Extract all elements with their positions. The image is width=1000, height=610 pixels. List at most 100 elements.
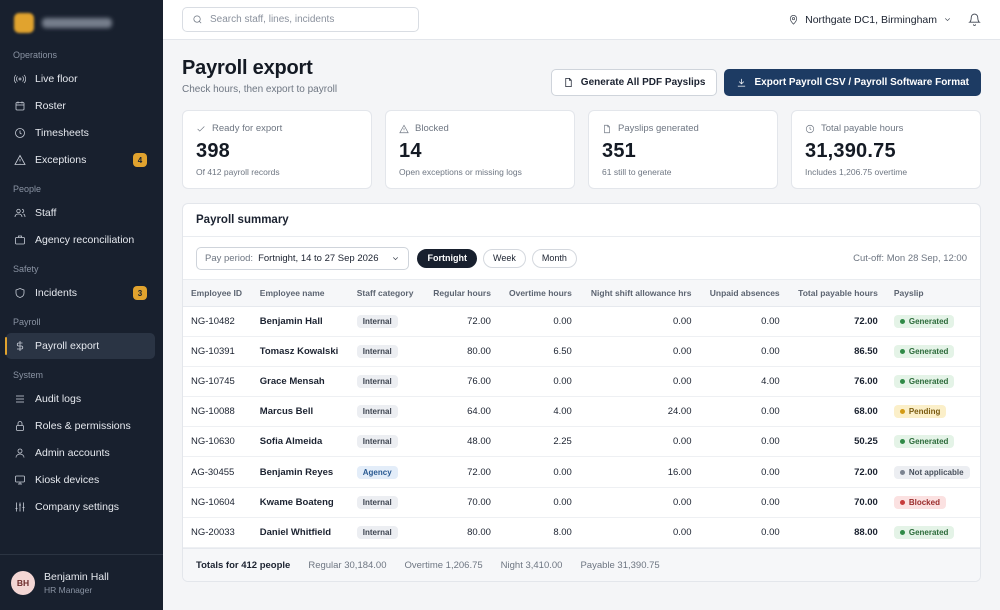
unpaid-absences: 4.00: [699, 366, 788, 398]
staff-category-badge: Internal: [356, 344, 398, 358]
panel-title: Payroll summary: [183, 204, 980, 237]
sidebar-item-incidents[interactable]: Incidents 3: [6, 280, 155, 306]
staff-category-cell: Agency: [348, 456, 424, 488]
staff-category-cell: Internal: [348, 396, 424, 428]
column-header-regular-hours[interactable]: Regular hours: [423, 280, 499, 307]
staff-category-cell: Internal: [348, 487, 424, 518]
table-row[interactable]: NG-10745 Grace Mensah Internal 76.00 0.00 0.0…: [183, 366, 980, 398]
table-row[interactable]: NG-10088 Marcus Bell Internal 64.00 4.00 24.0…: [183, 396, 980, 428]
total-payable-hours: 88.00: [787, 517, 886, 549]
avatar: BH: [11, 570, 35, 595]
chevron-down-icon: [945, 18, 950, 22]
period-chip-week[interactable]: Week: [482, 248, 526, 268]
regular-hours: 72.00: [423, 306, 499, 337]
count-badge: 4: [133, 153, 147, 167]
pay-period-value: Fortnight, 14 to 27 Sep 2026: [258, 252, 379, 264]
user-icon: [15, 448, 25, 458]
sidebar-item-roster[interactable]: Roster: [6, 93, 155, 119]
sidebar-item-exceptions[interactable]: Exceptions 4: [6, 147, 155, 173]
sidebar-item-label: Roles & permissions: [35, 420, 131, 432]
staff-category-badge: Internal: [356, 374, 398, 388]
total-payable-hours: 76.00: [787, 366, 886, 398]
overtime-hours: 0.00: [498, 487, 580, 518]
brand-logo: [14, 13, 34, 33]
column-header-employee-id[interactable]: Employee ID: [183, 280, 252, 307]
totals-night: Night 3,410.00: [500, 560, 563, 571]
payslip-cell: Blocked: [885, 487, 980, 518]
sidebar-item-label: Staff: [35, 207, 57, 219]
sidebar-item-roles-and-permissions[interactable]: Roles & permissions: [6, 413, 155, 439]
user-profile[interactable]: BH Benjamin Hall HR Manager: [0, 554, 163, 610]
search-input[interactable]: Search staff, lines, incidents: [182, 7, 419, 32]
regular-hours: 80.00: [423, 517, 499, 549]
pay-period-select[interactable]: Pay period: Fortnight, 14 to 27 Sep 2026: [196, 246, 410, 270]
sidebar-item-staff[interactable]: Staff: [6, 200, 155, 226]
column-header-payslip[interactable]: Payslip: [885, 280, 980, 307]
sidebar-item-admin-accounts[interactable]: Admin accounts: [6, 440, 155, 466]
download-icon: [738, 78, 746, 87]
generate-payslips-button[interactable]: Generate All PDF Payslips: [550, 69, 718, 96]
employee-id: NG-20033: [183, 517, 252, 549]
table-row[interactable]: NG-10482 Benjamin Hall Internal 72.00 0.00 0.…: [183, 306, 980, 337]
main-area: Search staff, lines, incidents Northgate…: [163, 0, 1000, 610]
unpaid-absences: 0.00: [699, 336, 788, 367]
table-row[interactable]: NG-10630 Sofia Almeida Internal 48.00 2.25 0.…: [183, 426, 980, 458]
unpaid-absences: 0.00: [699, 487, 788, 518]
column-header-night-shift-allowance-hrs[interactable]: Night shift allowance hrs: [579, 280, 700, 307]
payslip-status-label: Generated: [908, 346, 949, 356]
column-header-unpaid-absences[interactable]: Unpaid absences: [699, 280, 788, 307]
sidebar-item-audit-logs[interactable]: Audit logs: [6, 386, 155, 412]
bell-icon[interactable]: [968, 13, 981, 26]
payslip-cell: Not applicable: [885, 456, 980, 488]
totals-label: Totals for 412 people: [196, 560, 291, 571]
sidebar-item-live-floor[interactable]: Live floor: [6, 66, 155, 92]
sidebar-item-label: Exceptions: [35, 154, 87, 166]
sidebar-item-label: Agency reconciliation: [35, 234, 135, 246]
sidebar-item-company-settings[interactable]: Company settings: [6, 494, 155, 520]
period-chip-month[interactable]: Month: [531, 248, 577, 268]
unpaid-absences: 0.00: [699, 306, 788, 337]
status-dot-icon: [899, 318, 905, 324]
employee-name: Marcus Bell: [251, 396, 349, 428]
column-header-overtime-hours[interactable]: Overtime hours: [498, 280, 580, 307]
site-selector[interactable]: Northgate DC1, Birmingham: [788, 14, 952, 26]
table-row[interactable]: AG-30455 Benjamin Reyes Agency 72.00 0.00 16.…: [183, 456, 980, 488]
stat-value: 398: [196, 140, 230, 162]
column-header-total-payable-hours[interactable]: Total payable hours: [787, 280, 886, 307]
search-icon: [193, 15, 202, 24]
staff-category-cell: Internal: [348, 366, 424, 398]
header-actions: Generate All PDF Payslips Export Payroll…: [550, 69, 981, 96]
brand[interactable]: [0, 0, 163, 46]
stat-label: Total payable hours: [821, 123, 904, 134]
table-row[interactable]: NG-10604 Kwame Boateng Internal 70.00 0.00 0.…: [183, 487, 980, 518]
count-badge: 3: [133, 286, 147, 300]
briefcase-icon: [15, 235, 25, 245]
page-content: Payroll export Check hours, then export …: [163, 40, 1000, 582]
total-payable-hours: 70.00: [787, 487, 886, 518]
location-pin-icon: [790, 15, 798, 25]
payslip-status-label: Generated: [908, 316, 949, 326]
table-row[interactable]: NG-20033 Daniel Whitfield Internal 80.00 8.0…: [183, 517, 980, 549]
table-row[interactable]: NG-10391 Tomasz Kowalski Internal 80.00 6.50…: [183, 336, 980, 367]
sidebar-item-kiosk-devices[interactable]: Kiosk devices: [6, 467, 155, 493]
sidebar-item-agency-reconciliation[interactable]: Agency reconciliation: [6, 227, 155, 253]
sidebar-item-label: Roster: [35, 100, 66, 112]
sidebar-item-payroll-export[interactable]: Payroll export: [5, 333, 155, 359]
totals-regular: Regular 30,184.00: [308, 560, 387, 571]
regular-hours: 70.00: [423, 487, 499, 518]
payslip-status-badge: Not applicable: [893, 465, 970, 479]
employee-name: Benjamin Hall: [251, 306, 349, 337]
regular-hours: 48.00: [423, 426, 499, 458]
stat-value: 351: [602, 140, 636, 162]
sidebar-item-label: Company settings: [35, 501, 120, 513]
sidebar-item-label: Live floor: [35, 73, 78, 85]
overtime-hours: 4.00: [498, 396, 580, 428]
export-payroll-button[interactable]: Export Payroll CSV / Payroll Software Fo…: [724, 69, 981, 96]
totals-bar: Totals for 412 people Regular 30,184.00 …: [183, 548, 980, 581]
status-dot-icon: [899, 469, 905, 475]
column-header-employee-name[interactable]: Employee name: [251, 280, 349, 307]
period-chip-fortnight[interactable]: Fortnight: [417, 248, 477, 268]
column-header-staff-category[interactable]: Staff category: [348, 280, 424, 307]
staff-category-badge: Internal: [356, 495, 398, 509]
sidebar-item-timesheets[interactable]: Timesheets: [6, 120, 155, 146]
